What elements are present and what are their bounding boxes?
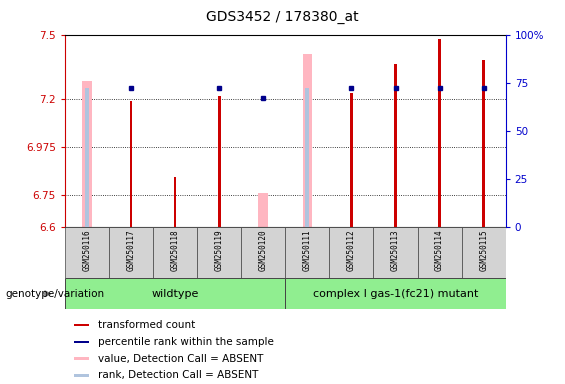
- Bar: [285, 227, 329, 278]
- Text: percentile rank within the sample: percentile rank within the sample: [98, 337, 274, 347]
- Text: transformed count: transformed count: [98, 320, 195, 330]
- Text: GSM250116: GSM250116: [82, 229, 92, 271]
- Bar: [373, 227, 418, 278]
- Bar: [65, 278, 285, 309]
- Bar: [153, 227, 197, 278]
- Text: rank, Detection Call = ABSENT: rank, Detection Call = ABSENT: [98, 371, 258, 381]
- Text: GSM250112: GSM250112: [347, 229, 356, 271]
- Text: GSM250114: GSM250114: [435, 229, 444, 271]
- Bar: [241, 227, 285, 278]
- Bar: [74, 374, 89, 377]
- Bar: [394, 65, 397, 227]
- Bar: [350, 93, 353, 227]
- Text: GSM250118: GSM250118: [171, 229, 180, 271]
- Bar: [285, 278, 506, 309]
- Text: GSM250120: GSM250120: [259, 229, 268, 271]
- Bar: [130, 101, 132, 227]
- Bar: [305, 88, 310, 227]
- Bar: [85, 88, 89, 227]
- Text: value, Detection Call = ABSENT: value, Detection Call = ABSENT: [98, 354, 263, 364]
- Bar: [438, 39, 441, 227]
- Bar: [483, 60, 485, 227]
- Bar: [82, 81, 92, 227]
- Bar: [462, 227, 506, 278]
- Bar: [174, 177, 176, 227]
- Text: genotype/variation: genotype/variation: [6, 289, 105, 299]
- Bar: [197, 227, 241, 278]
- Text: GSM250113: GSM250113: [391, 229, 400, 271]
- Text: GSM250115: GSM250115: [479, 229, 488, 271]
- Bar: [74, 358, 89, 360]
- Bar: [418, 227, 462, 278]
- Text: GSM250117: GSM250117: [127, 229, 136, 271]
- Bar: [258, 194, 268, 227]
- Text: GSM250119: GSM250119: [215, 229, 224, 271]
- Text: complex I gas-1(fc21) mutant: complex I gas-1(fc21) mutant: [313, 289, 478, 299]
- Text: GSM250111: GSM250111: [303, 229, 312, 271]
- Bar: [65, 227, 109, 278]
- Bar: [218, 96, 220, 227]
- Bar: [74, 341, 89, 343]
- Bar: [329, 227, 373, 278]
- Text: GDS3452 / 178380_at: GDS3452 / 178380_at: [206, 10, 359, 23]
- Bar: [302, 54, 312, 227]
- Bar: [109, 227, 153, 278]
- Bar: [74, 324, 89, 326]
- Text: wildtype: wildtype: [151, 289, 199, 299]
